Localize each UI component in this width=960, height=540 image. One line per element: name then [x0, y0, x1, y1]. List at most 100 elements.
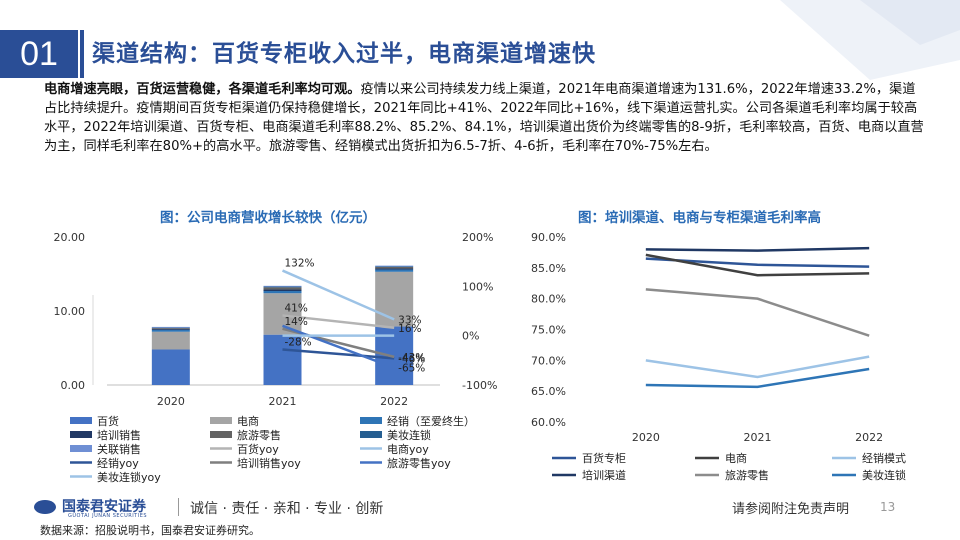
legend-swatch	[210, 431, 232, 438]
bar-segment	[151, 349, 190, 385]
legend-label: 旅游零售yoy	[387, 456, 451, 470]
logo-text: 国泰君安证券	[62, 499, 146, 515]
yoy-data-label: -43%	[398, 352, 425, 364]
bar-segment	[263, 293, 302, 335]
bar-segment	[375, 269, 414, 272]
yoy-data-label: 14%	[285, 316, 308, 328]
logo-icon	[34, 500, 56, 514]
y-tick-label: 85.0%	[531, 262, 566, 275]
bar-segment	[263, 287, 302, 290]
legend-label: 电商	[725, 451, 747, 465]
yoy-line	[282, 348, 395, 360]
bar-segment	[375, 266, 414, 267]
bar-segment	[263, 334, 302, 385]
legend-label: 经销yoy	[97, 456, 139, 470]
legend-label: 电商	[237, 414, 259, 428]
legend-label: 电商yoy	[387, 442, 429, 456]
y2-tick-label: 0%	[462, 330, 479, 343]
y-tick-label: 70.0%	[531, 354, 566, 367]
footer-disclaimer: 请参阅附注免责声明	[732, 502, 850, 517]
bar-segment	[151, 329, 190, 332]
legend-label: 旅游零售	[237, 428, 281, 442]
x-tick-label: 2022	[855, 431, 883, 444]
yoy-line	[282, 314, 395, 330]
revenue-bar-chart: 0.00 10.00 20.00 -100% 0% 100% 200% 2020 2021 202…	[54, 231, 498, 484]
y-tick-label: 90.0%	[531, 231, 566, 244]
legend-swatch	[360, 417, 382, 424]
y-tick-label: 10.00	[54, 305, 86, 318]
yoy-data-label: 16%	[398, 323, 421, 335]
page-title: 渠道结构：百货专柜收入过半，电商渠道增速快	[92, 41, 596, 67]
margin-line	[645, 288, 870, 337]
yoy-line	[281, 269, 395, 321]
legend-label: 美妆连锁	[387, 428, 431, 442]
y2-tick-label: -100%	[462, 379, 497, 392]
bar-segment	[375, 266, 414, 269]
y-tick-label: 60.0%	[531, 416, 566, 429]
x-tick-label: 2022	[380, 395, 408, 408]
yoy-data-label: -46%	[398, 353, 425, 365]
margin-line	[645, 246, 870, 252]
y-tick-label: 75.0%	[531, 324, 566, 337]
footer-slogan: 诚信 · 责任 · 亲和 · 专业 · 创新	[190, 501, 384, 517]
margin-line	[645, 367, 870, 389]
bar-segment	[263, 286, 302, 288]
y-tick-label: 20.00	[54, 231, 86, 244]
yoy-data-label: 33%	[398, 314, 421, 326]
bar-segment	[263, 289, 302, 292]
margin-line	[645, 355, 870, 379]
chart1-title: 图：公司电商营收增长较快（亿元）	[160, 210, 376, 226]
y2-tick-label: 200%	[462, 231, 493, 244]
x-tick-label: 2021	[269, 395, 297, 408]
section-number: 01	[0, 30, 78, 78]
bar-segment	[375, 265, 414, 267]
bar-segment	[375, 268, 414, 270]
legend-swatch	[70, 417, 92, 424]
body-lead: 电商增速亮眼，百货运营稳健，各渠道毛利率均可观。	[44, 82, 361, 97]
footer-separator	[178, 498, 179, 516]
y2-tick-label: 100%	[462, 280, 493, 293]
bar-segment	[151, 328, 190, 330]
logo-subtitle: GUOTAI JUNAN SECURITIES	[68, 513, 148, 519]
body-paragraph: 电商增速亮眼，百货运营稳健，各渠道毛利率均可观。疫情以来公司持续发力线上渠道，2…	[44, 80, 924, 156]
body-text: 疫情以来公司持续发力线上渠道，2021年电商渠道增速为131.6%，2022年增…	[44, 82, 924, 154]
bar-segment	[375, 271, 414, 327]
legend-label: 百货专柜	[582, 451, 626, 465]
yoy-line	[282, 324, 395, 369]
legend-swatch	[70, 445, 92, 452]
header-divider	[80, 30, 84, 78]
legend-label: 培训渠道	[582, 468, 626, 482]
bar-segment	[151, 331, 190, 350]
y-tick-label: 0.00	[61, 379, 86, 392]
company-logo: 国泰君安证券	[34, 496, 146, 516]
legend-label: 经销（至爱终生）	[387, 414, 475, 428]
margin-line-chart: 60.0% 65.0% 70.0% 75.0% 80.0% 85.0% 90.0% 2020 2…	[531, 231, 906, 482]
legend-label: 培训销售yoy	[237, 456, 301, 470]
margin-line	[645, 253, 870, 277]
yoy-data-label: 132%	[285, 258, 315, 270]
x-tick-label: 2021	[744, 431, 772, 444]
header-decoration	[780, 0, 960, 80]
yoy-data-label: 41%	[285, 302, 308, 314]
legend-label: 旅游零售	[725, 468, 769, 482]
legend-label: 美妆连锁yoy	[97, 470, 161, 484]
legend-swatch	[360, 431, 382, 438]
y-tick-label: 65.0%	[531, 385, 566, 398]
legend-label: 培训销售	[97, 428, 141, 442]
legend-label: 关联销售	[97, 442, 141, 456]
bar-segment	[151, 328, 190, 329]
x-tick-label: 2020	[157, 395, 185, 408]
yoy-data-label: -65%	[398, 363, 425, 375]
x-tick-label: 2020	[632, 431, 660, 444]
legend-label: 经销模式	[862, 451, 906, 465]
legend-label: 百货	[97, 414, 119, 428]
legend-swatch	[210, 417, 232, 424]
y-tick-label: 80.0%	[531, 293, 566, 306]
bar-segment	[151, 326, 190, 328]
legend-label: 百货yoy	[237, 442, 279, 456]
legend-swatch	[70, 431, 92, 438]
chart2-title: 图：培训渠道、电商与专柜渠道毛利率高	[578, 210, 821, 226]
page-number: 13	[880, 500, 896, 514]
bar-segment	[263, 285, 302, 287]
legend-label: 美妆连锁	[862, 468, 906, 482]
